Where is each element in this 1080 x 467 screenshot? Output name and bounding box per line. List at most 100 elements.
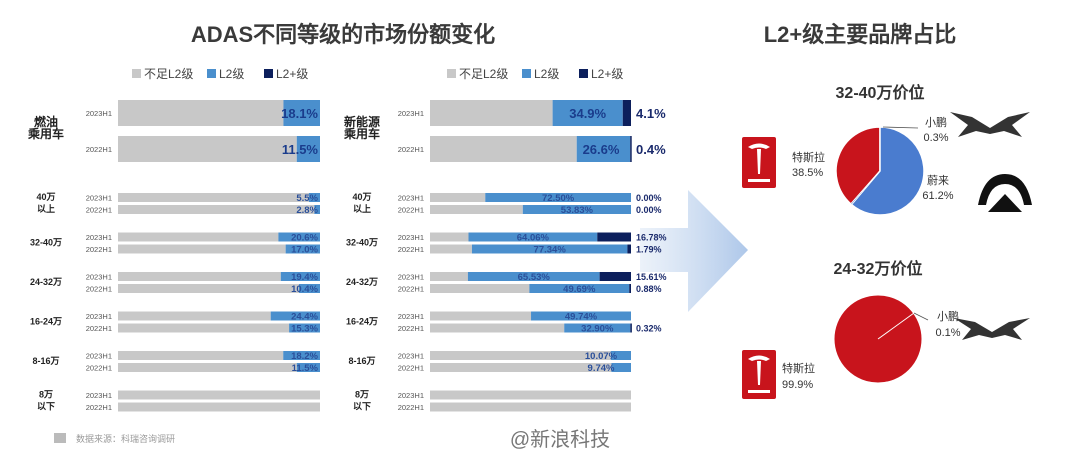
group-label: 16-24万 <box>346 317 378 327</box>
legend-right: 不足L2级 L2级 L2+级 <box>447 67 623 81</box>
bar-value-label: 53.83% <box>561 205 594 216</box>
year-label: 2023H1 <box>398 273 424 282</box>
year-label: 2022H1 <box>398 285 424 294</box>
year-label: 2023H1 <box>86 352 112 361</box>
group-label: 新能源 <box>344 114 380 129</box>
bar-l2 <box>610 351 631 360</box>
bar-value-label: 20.6% <box>291 233 318 244</box>
bar-l2plus-label: 1.79% <box>636 245 662 255</box>
pie-slice-value: 0.1% <box>935 327 960 339</box>
tesla-wordmark <box>748 390 770 393</box>
legend-swatch <box>264 69 273 78</box>
transition-arrow <box>640 190 748 312</box>
group-label: 8万 <box>39 390 53 400</box>
bar-l2 <box>296 136 320 162</box>
bar-value-label: 19.4% <box>291 272 318 283</box>
year-label: 2022H1 <box>86 285 112 294</box>
pie-slice-value: 0.3% <box>923 132 948 144</box>
bar-below-l2 <box>118 323 290 333</box>
bar-value-label: 11.5% <box>292 363 319 374</box>
bar-l2plus-label: 4.1% <box>636 106 666 121</box>
pie-slice <box>850 170 881 205</box>
pie-slice-value: 38.5% <box>792 167 823 179</box>
bar-below-l2 <box>430 193 486 202</box>
bar-value-label: 24.4% <box>291 312 318 323</box>
bar-l2 <box>270 311 320 321</box>
nio-logo-icon <box>978 174 1032 205</box>
bar-below-l2 <box>430 205 523 214</box>
pie-slice <box>850 126 925 216</box>
bar-l2 <box>611 363 631 372</box>
group-label: 以下 <box>353 402 371 412</box>
year-label: 2022H1 <box>398 145 424 154</box>
year-label: 2022H1 <box>398 206 424 215</box>
xpeng-logo-icon <box>954 318 1030 340</box>
pie-slice-name: 特斯拉 <box>782 361 815 375</box>
bar-below-l2 <box>118 390 320 400</box>
bar-below-l2 <box>118 100 284 126</box>
legend-swatch <box>522 69 531 78</box>
legend-swatch <box>579 69 588 78</box>
year-label: 2022H1 <box>86 403 112 412</box>
group-label: 乘用车 <box>343 126 380 141</box>
bar-l2 <box>283 100 320 126</box>
bar-l2 <box>314 205 320 214</box>
legend-label: 不足L2级 <box>459 67 508 81</box>
legend-label: 不足L2级 <box>144 67 193 81</box>
pie-slice-value: 99.9% <box>782 379 813 391</box>
bar-value-label: 49.74% <box>565 312 598 323</box>
bar-l2plus-label: 16.78% <box>636 233 667 243</box>
bar-below-l2 <box>430 311 532 321</box>
left-title: ADAS不同等级的市场份额变化 <box>191 22 495 47</box>
group-label: 40万 <box>36 192 55 202</box>
bar-l2plus-label: 0.00% <box>636 205 662 215</box>
group-label: 乘用车 <box>27 126 64 141</box>
bar-l2plus <box>622 100 631 126</box>
bar-below-l2 <box>430 100 553 126</box>
year-label: 2023H1 <box>398 109 424 118</box>
group-label: 燃油 <box>34 114 58 129</box>
bar-l2 <box>564 323 631 333</box>
source-icon <box>54 433 66 443</box>
bar-l2plus <box>599 272 631 281</box>
bar-l2 <box>468 232 598 242</box>
bar-l2 <box>471 244 628 254</box>
pie-title: 24-32万价位 <box>834 259 923 278</box>
bar-l2 <box>531 311 631 321</box>
year-label: 2022H1 <box>398 364 424 373</box>
pie-slice-name: 小鹏 <box>937 310 959 323</box>
group-label: 16-24万 <box>30 317 62 327</box>
tesla-wordmark <box>748 179 770 182</box>
year-label: 2023H1 <box>398 312 424 321</box>
leader-line <box>882 126 919 129</box>
group-label: 以上 <box>353 203 371 214</box>
legend-label: L2级 <box>534 67 559 81</box>
bar-below-l2 <box>430 232 469 242</box>
bar-below-l2 <box>118 272 281 281</box>
year-label: 2022H1 <box>86 206 112 215</box>
bar-l2plus-label: 0.00% <box>636 193 662 203</box>
bar-l2 <box>467 272 600 281</box>
year-label: 2023H1 <box>86 273 112 282</box>
year-label: 2022H1 <box>398 245 424 254</box>
bar-below-l2 <box>118 284 299 293</box>
bar-below-l2 <box>118 193 309 202</box>
bar-l2 <box>576 136 631 162</box>
bar-value-label: 18.2% <box>291 351 318 362</box>
bar-l2plus-label: 0.32% <box>636 324 662 334</box>
bar-l2plus <box>629 284 631 293</box>
year-label: 2022H1 <box>398 403 424 412</box>
group-label: 8万 <box>355 390 369 400</box>
bar-l2 <box>529 284 630 293</box>
bar-l2plus <box>627 244 631 254</box>
bar-below-l2 <box>430 363 612 372</box>
bar-value-label: 2.8% <box>296 205 318 216</box>
bar-below-l2 <box>430 136 577 162</box>
bar-below-l2 <box>430 284 530 293</box>
bar-below-l2 <box>118 244 286 254</box>
bar-l2plus-label: 15.61% <box>636 272 667 282</box>
legend-swatch <box>447 69 456 78</box>
